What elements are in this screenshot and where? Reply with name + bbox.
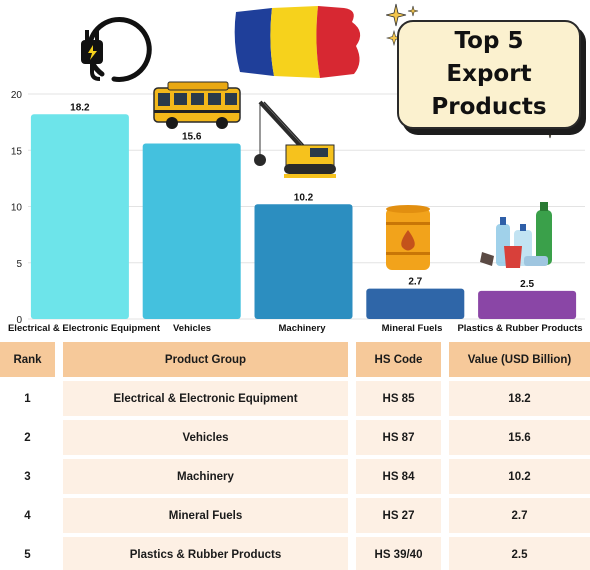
chart-title: Top 5 Export Products: [431, 28, 547, 120]
bar-chart: 0 5 10 15 20: [8, 16, 585, 334]
romania-flag-icon: [234, 6, 361, 78]
cell-hs-code: HS 84: [356, 459, 441, 494]
table-header-row: Rank Product Group HS Code Value (USD Bi…: [0, 342, 590, 377]
table-row: 5 Plastics & Rubber Products HS 39/40 2.…: [0, 537, 590, 570]
y-axis-ticks: 0 5 10 15 20: [11, 90, 23, 326]
x-tick-label: Electrical & Electronic Equipment: [8, 323, 161, 334]
cell-value: 2.7: [449, 498, 590, 533]
cell-rank: 4: [0, 498, 55, 533]
cell-hs-code: HS 87: [356, 420, 441, 455]
cell-product-group: Machinery: [63, 459, 348, 494]
header-rank: Rank: [0, 342, 55, 377]
bar: [142, 143, 241, 319]
header-hs-code: HS Code: [356, 342, 441, 377]
crane-icon: [254, 100, 336, 178]
data-labels: 18.2 15.6 10.2 2.7 2.5: [70, 102, 534, 290]
header-value: Value (USD Billion): [449, 342, 590, 377]
x-tick-label: Vehicles: [173, 323, 211, 334]
school-bus-icon: [153, 81, 241, 129]
plug-icon: [81, 16, 152, 82]
table-row: 3 Machinery HS 84 10.2: [0, 459, 590, 494]
cell-value: 2.5: [449, 537, 590, 570]
x-tick-label: Machinery: [279, 323, 327, 334]
cell-rank: 3: [0, 459, 55, 494]
table-row: 4 Mineral Fuels HS 27 2.7: [0, 498, 590, 533]
data-label: 15.6: [182, 132, 202, 143]
table-row: 2 Vehicles HS 87 15.6: [0, 420, 590, 455]
data-label: 2.7: [408, 277, 422, 288]
y-tick-label: 5: [16, 259, 22, 270]
x-tick-label: Plastics & Rubber Products: [457, 323, 582, 334]
bar: [478, 290, 577, 319]
header-product-group: Product Group: [63, 342, 348, 377]
bar: [30, 114, 129, 319]
bars: [30, 114, 577, 319]
sparkle-icon: [386, 3, 419, 27]
cell-value: 18.2: [449, 381, 590, 416]
cell-product-group: Mineral Fuels: [63, 498, 348, 533]
category-labels: Electrical & Electronic Equipment Vehicle…: [8, 323, 583, 334]
plastic-bottles-icon: [480, 202, 552, 268]
data-label: 10.2: [294, 192, 314, 203]
cell-product-group: Electrical & Electronic Equipment: [63, 381, 348, 416]
x-tick-label: Mineral Fuels: [382, 323, 443, 334]
oil-barrel-icon: [386, 205, 430, 270]
y-tick-label: 10: [11, 203, 23, 214]
chart-title-box: Top 5 Export Products: [397, 20, 581, 129]
cell-rank: 2: [0, 420, 55, 455]
cell-value: 10.2: [449, 459, 590, 494]
cell-hs-code: HS 85: [356, 381, 441, 416]
data-label: 2.5: [520, 279, 534, 290]
cell-hs-code: HS 27: [356, 498, 441, 533]
y-tick-label: 0: [16, 315, 22, 326]
export-products-table: Rank Product Group HS Code Value (USD Bi…: [0, 338, 590, 570]
bar: [254, 204, 353, 319]
cell-value: 15.6: [449, 420, 590, 455]
data-label: 18.2: [70, 102, 90, 113]
cell-rank: 1: [0, 381, 55, 416]
y-tick-label: 15: [11, 146, 23, 157]
cell-rank: 5: [0, 537, 55, 570]
bar: [366, 288, 465, 319]
table-row: 1 Electrical & Electronic Equipment HS 8…: [0, 381, 590, 416]
cell-product-group: Plastics & Rubber Products: [63, 537, 348, 570]
cell-hs-code: HS 39/40: [356, 537, 441, 570]
cell-product-group: Vehicles: [63, 420, 348, 455]
y-tick-label: 20: [11, 90, 23, 101]
category-icons: [81, 16, 552, 270]
